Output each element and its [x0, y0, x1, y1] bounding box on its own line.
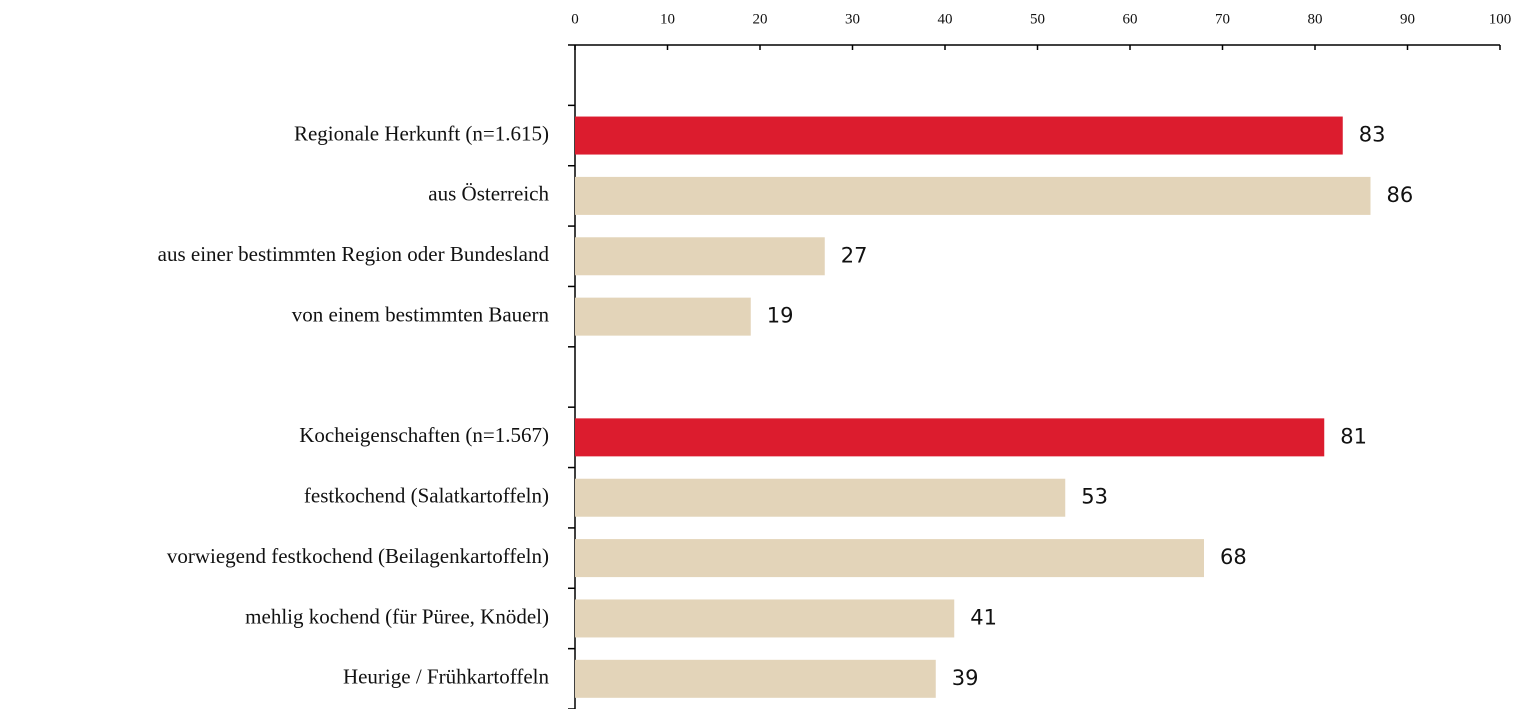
bar: [575, 659, 936, 698]
bar: [575, 539, 1204, 578]
value-label: 53: [1081, 485, 1108, 509]
x-tick-label: 70: [1215, 11, 1230, 27]
x-tick-label: 80: [1308, 11, 1323, 27]
bar: [575, 116, 1343, 155]
bar: [575, 478, 1066, 517]
x-tick-label: 10: [660, 11, 675, 27]
bar: [575, 237, 825, 276]
y-tick-label: aus Österreich: [428, 182, 549, 206]
y-tick-label: festkochend (Salatkartoffeln): [304, 484, 549, 508]
y-tick-label: Heurige / Frühkartoffeln: [343, 665, 550, 689]
x-tick-label: 30: [845, 11, 860, 27]
y-tick-label: von einem bestimmten Bauern: [292, 302, 550, 326]
x-tick-label: 50: [1030, 11, 1045, 27]
y-tick-label: aus einer bestimmten Region oder Bundesl…: [158, 242, 550, 266]
x-tick-label: 100: [1489, 11, 1512, 27]
value-label: 41: [970, 605, 997, 629]
value-label: 19: [767, 304, 794, 328]
value-label: 68: [1220, 545, 1247, 569]
x-tick-label: 20: [753, 11, 768, 27]
x-tick-label: 40: [938, 11, 953, 27]
y-tick-label: mehlig kochend (für Püree, Knödel): [245, 604, 549, 628]
bar: [575, 418, 1325, 457]
bar: [575, 599, 955, 638]
value-label: 27: [841, 243, 868, 267]
y-tick-label: Kocheigenschaften (n=1.567): [299, 423, 549, 447]
x-tick-label: 60: [1123, 11, 1138, 27]
bar: [575, 297, 751, 336]
x-tick-label: 0: [571, 11, 579, 27]
bar: [575, 176, 1371, 215]
value-label: 81: [1340, 424, 1367, 448]
y-tick-label: vorwiegend festkochend (Beilagenkartoffe…: [167, 544, 549, 568]
y-tick-label: Regionale Herkunft (n=1.615): [294, 121, 549, 145]
value-label: 39: [952, 666, 979, 690]
value-label: 86: [1387, 183, 1414, 207]
x-tick-label: 90: [1400, 11, 1415, 27]
value-label: 83: [1359, 123, 1386, 147]
